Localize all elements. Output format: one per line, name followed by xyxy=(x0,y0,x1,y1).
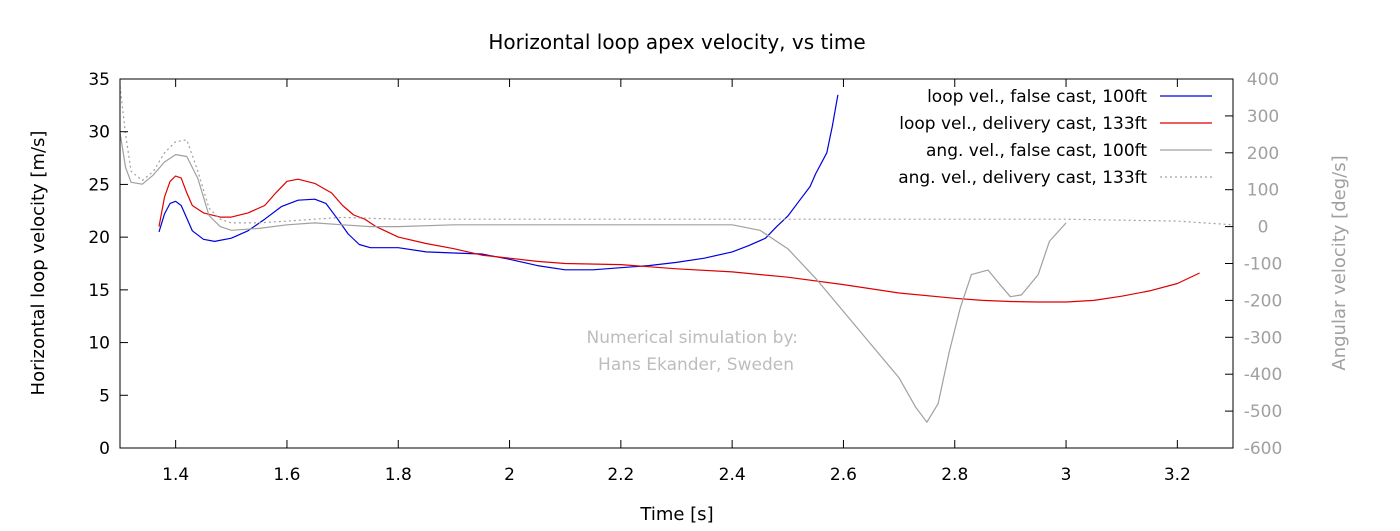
y-tick-label: 35 xyxy=(88,70,110,90)
x-tick-label: 3.2 xyxy=(1164,465,1191,485)
y2-tick-label: 200 xyxy=(1247,144,1279,164)
legend-entry-label: loop vel., delivery cast, 133ft xyxy=(899,114,1147,134)
y-tick-label: 20 xyxy=(88,228,110,248)
x-tick-label: 1.6 xyxy=(273,465,300,485)
y2-tick-label: 100 xyxy=(1247,181,1279,201)
series-layer xyxy=(119,86,1234,423)
bottom-axis-ticks: 1.4 1.6 1.8 2 2.2 2.4 2.6 2.8 3 3.2 xyxy=(162,79,1191,485)
legend-entry-label: ang. vel., delivery cast, 133ft xyxy=(898,168,1147,188)
y2-axis-label: Angular velocity [deg/s] xyxy=(1329,155,1350,370)
x-tick-label: 2.4 xyxy=(719,465,746,485)
y2-tick-label: -400 xyxy=(1244,365,1283,385)
y2-tick-label: -200 xyxy=(1244,291,1283,311)
legend-entry-label: loop vel., false cast, 100ft xyxy=(927,87,1147,107)
x-axis-label: Time [s] xyxy=(639,504,713,525)
y-tick-label: 5 xyxy=(99,386,110,406)
series-line-2 xyxy=(119,132,1067,423)
y-tick-label: 10 xyxy=(88,334,110,354)
y2-tick-label: -500 xyxy=(1244,402,1283,422)
y-tick-label: 30 xyxy=(88,123,110,143)
annotation-line-2: Hans Ekander, Sweden xyxy=(598,355,794,375)
chart-title: Horizontal loop apex velocity, vs time xyxy=(488,30,865,54)
series-line-1 xyxy=(158,175,1200,303)
y-tick-label: 0 xyxy=(99,439,110,459)
x-tick-label: 2.8 xyxy=(941,465,968,485)
y2-tick-label: 400 xyxy=(1247,70,1279,90)
right-axis-ticks: -600 -500 -400 -300 -200 -100 0 100 200 300 400 xyxy=(1225,70,1282,459)
legend-entry-label: ang. vel., false cast, 100ft xyxy=(926,141,1147,161)
y-axis-label: Horizontal loop velocity [m/s] xyxy=(28,131,49,396)
x-tick-label: 2 xyxy=(504,465,515,485)
y-tick-label: 15 xyxy=(88,281,110,301)
annotation-line-1: Numerical simulation by: xyxy=(587,328,798,348)
x-tick-label: 2.6 xyxy=(830,465,857,485)
plot-frame xyxy=(119,78,1234,449)
y2-tick-label: -600 xyxy=(1244,439,1283,459)
x-tick-label: 1.8 xyxy=(385,465,412,485)
left-axis-ticks: 0 5 10 15 20 25 30 35 xyxy=(88,70,128,459)
y2-tick-label: 300 xyxy=(1247,107,1279,127)
series-line-0 xyxy=(158,94,839,271)
x-tick-label: 2.2 xyxy=(607,465,634,485)
x-tick-label: 3 xyxy=(1061,465,1072,485)
y2-tick-label: -300 xyxy=(1244,328,1283,348)
y2-tick-label: -100 xyxy=(1244,255,1283,275)
y-tick-label: 25 xyxy=(88,175,110,195)
legend: loop vel., false cast, 100ft loop vel., d… xyxy=(898,87,1212,188)
x-tick-label: 1.4 xyxy=(162,465,189,485)
y2-tick-label: 0 xyxy=(1258,218,1269,238)
